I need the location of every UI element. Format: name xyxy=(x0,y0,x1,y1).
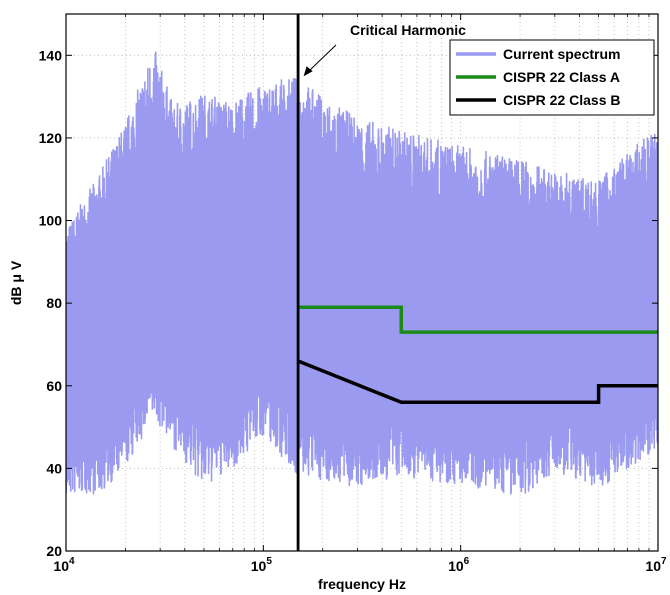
legend-label: CISPR 22 Class B xyxy=(503,92,621,108)
y-tick-label: 140 xyxy=(39,47,63,63)
y-axis-label: dB μ V xyxy=(8,260,24,305)
annotation-arrowhead xyxy=(303,66,313,77)
x-tick-base: 10 xyxy=(448,558,464,574)
series-current-spectrum xyxy=(66,51,658,495)
legend: Current spectrum CISPR 22 Class A CISPR 22… xyxy=(449,39,655,116)
y-tick-label: 100 xyxy=(39,213,63,229)
annotation-arrow xyxy=(306,44,337,74)
x-tick-exponent: 7 xyxy=(661,556,667,567)
plot-frame xyxy=(65,13,659,552)
y-tick-label: 80 xyxy=(46,295,62,311)
series-cispr-class-b xyxy=(297,359,658,405)
x-tick-exponent: 6 xyxy=(464,556,470,567)
annotation-critical-harmonic: Critical Harmonic xyxy=(350,22,466,38)
x-axis-label: frequency Hz xyxy=(318,576,406,592)
series-cispr-class-a xyxy=(298,305,658,334)
x-tick-base: 10 xyxy=(53,558,69,574)
legend-label: Current spectrum xyxy=(503,46,620,62)
y-tick-label: 120 xyxy=(39,130,63,146)
x-tick-base: 10 xyxy=(251,558,267,574)
legend-label: CISPR 22 Class A xyxy=(503,69,620,85)
x-tick-base: 10 xyxy=(645,558,661,574)
y-tick-label: 40 xyxy=(46,460,62,476)
series-layer xyxy=(66,14,658,551)
x-tick-label: 105 xyxy=(251,556,273,574)
annotation-layer: Critical Harmonic xyxy=(303,22,466,77)
y-tick-label: 60 xyxy=(46,378,62,394)
x-tick-exponent: 5 xyxy=(266,556,272,567)
x-tick-label: 104 xyxy=(53,556,75,574)
x-tick-label: 107 xyxy=(645,556,667,574)
y-tick-label: 20 xyxy=(46,543,62,559)
x-tick-exponent: 4 xyxy=(69,556,75,567)
x-tick-label: 106 xyxy=(448,556,470,574)
